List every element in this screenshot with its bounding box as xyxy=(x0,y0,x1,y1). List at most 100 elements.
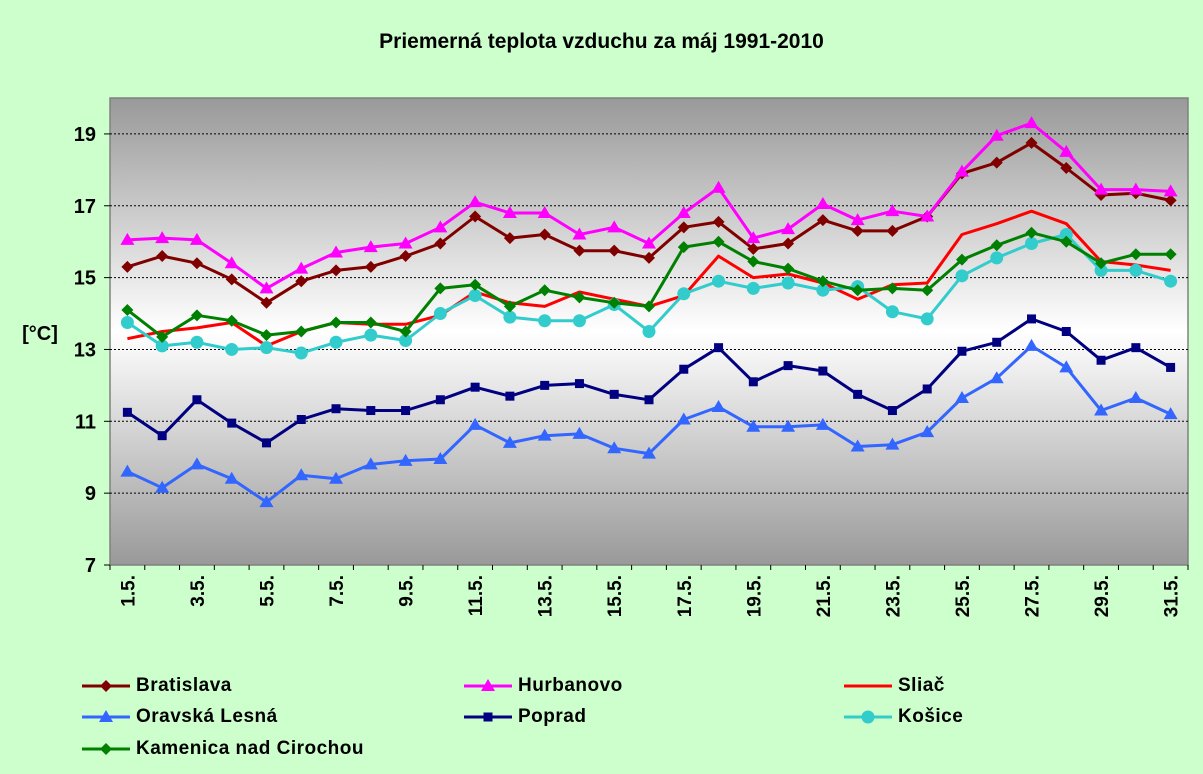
data-point xyxy=(329,245,344,258)
data-point xyxy=(885,305,899,319)
data-point xyxy=(225,273,238,286)
data-point xyxy=(225,314,238,327)
data-point xyxy=(1025,226,1038,239)
data-point xyxy=(505,391,515,401)
data-point xyxy=(1061,327,1071,336)
data-point xyxy=(1025,136,1038,149)
series-4 xyxy=(122,314,1176,448)
x-tick-label: 11.5. xyxy=(466,575,487,616)
data-point xyxy=(711,180,726,193)
data-point xyxy=(468,195,483,208)
data-point xyxy=(573,291,586,304)
x-tick-label: 1.5. xyxy=(118,575,139,607)
data-point xyxy=(260,296,273,309)
data-point xyxy=(189,232,204,245)
data-point xyxy=(747,242,760,255)
data-point xyxy=(886,282,899,295)
data-point xyxy=(851,224,864,237)
x-tick-label: 19.5. xyxy=(744,575,765,617)
data-point xyxy=(399,250,412,263)
x-tick-label: 23.5. xyxy=(883,575,904,617)
data-point xyxy=(644,395,654,405)
data-point xyxy=(954,164,969,177)
data-point xyxy=(815,196,830,209)
data-point xyxy=(955,253,968,266)
data-point xyxy=(781,222,796,235)
data-point xyxy=(399,333,413,347)
data-point xyxy=(295,325,308,338)
data-point xyxy=(331,404,341,414)
data-point xyxy=(190,309,203,322)
data-point xyxy=(224,471,239,484)
data-point xyxy=(885,204,900,217)
data-point xyxy=(1131,343,1141,353)
y-tick-label: 7 xyxy=(85,555,96,577)
data-point xyxy=(679,364,689,374)
data-point xyxy=(434,237,447,250)
data-point xyxy=(155,480,170,493)
data-point xyxy=(1027,314,1037,324)
data-point xyxy=(155,231,170,244)
chart-title: Priemerná teplota vzduchu za máj 1991-20… xyxy=(379,30,824,53)
data-point xyxy=(157,431,167,441)
series-5 xyxy=(120,228,1178,360)
data-point xyxy=(503,300,516,313)
data-point xyxy=(781,276,795,290)
data-point xyxy=(538,314,552,328)
data-point xyxy=(572,314,586,328)
data-point xyxy=(1096,355,1106,365)
data-point xyxy=(816,283,830,297)
data-point xyxy=(366,406,376,416)
data-point xyxy=(990,156,1003,169)
data-point xyxy=(608,244,621,257)
data-point xyxy=(746,419,761,432)
data-point xyxy=(1164,274,1178,288)
data-point xyxy=(955,269,969,283)
data-point xyxy=(712,215,725,228)
data-point xyxy=(609,389,619,399)
data-point xyxy=(121,260,134,273)
data-point xyxy=(435,395,445,405)
data-point xyxy=(399,325,412,338)
data-point xyxy=(433,220,448,233)
data-point xyxy=(676,412,691,425)
data-point xyxy=(677,287,691,301)
data-point xyxy=(957,346,967,356)
data-point xyxy=(1129,248,1142,261)
data-point xyxy=(294,261,309,274)
data-point xyxy=(992,337,1002,347)
data-point xyxy=(1025,236,1039,250)
data-point xyxy=(120,232,135,245)
data-point xyxy=(296,415,306,425)
y-tick-label: 13 xyxy=(74,339,96,361)
x-tick-label: 13.5. xyxy=(536,575,557,617)
y-tick-label: 17 xyxy=(74,196,96,218)
data-point xyxy=(330,316,343,329)
x-tick-label: 5.5. xyxy=(257,575,278,607)
data-point xyxy=(120,316,134,330)
data-point xyxy=(259,281,274,294)
data-point xyxy=(850,439,865,452)
data-point xyxy=(156,250,169,263)
y-tick-label: 11 xyxy=(75,411,96,433)
data-point xyxy=(607,220,622,233)
x-tick-label: 3.5. xyxy=(188,575,209,607)
data-point xyxy=(1024,116,1039,129)
data-point xyxy=(227,418,237,428)
data-point xyxy=(1060,235,1073,248)
x-tick-label: 29.5. xyxy=(1092,575,1113,617)
data-point xyxy=(711,399,726,412)
data-point xyxy=(607,441,622,454)
data-point xyxy=(540,380,550,390)
data-point xyxy=(120,464,135,477)
series-1 xyxy=(120,116,1178,294)
data-point xyxy=(642,236,656,249)
data-point xyxy=(782,262,795,275)
data-point xyxy=(1163,407,1178,420)
data-point xyxy=(156,330,169,343)
data-point xyxy=(294,468,309,481)
data-point xyxy=(1059,228,1073,242)
data-point xyxy=(329,335,343,349)
data-point xyxy=(401,406,411,416)
data-point xyxy=(818,366,828,376)
